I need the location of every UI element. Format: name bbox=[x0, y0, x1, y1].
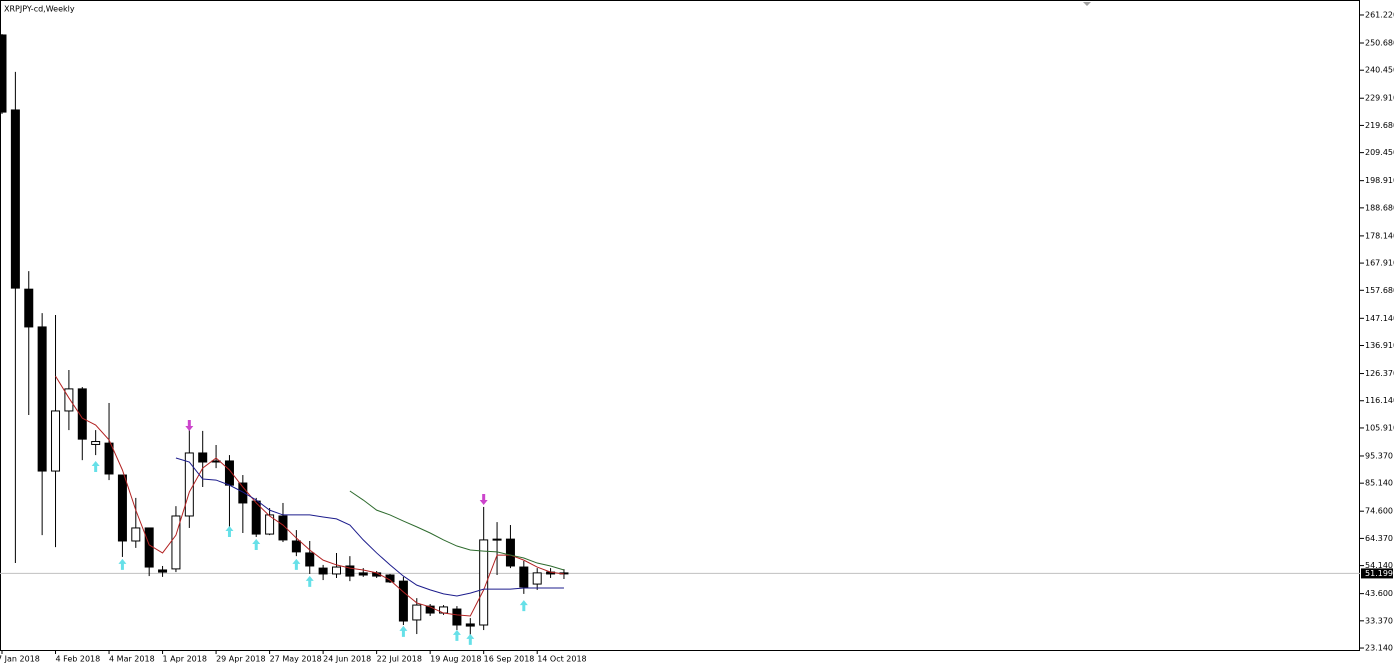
candle-body bbox=[412, 604, 422, 621]
candle-body bbox=[10, 109, 20, 289]
up-arrow bbox=[252, 538, 261, 550]
x-tick-label: 4 Mar 2018 bbox=[109, 655, 155, 664]
candle-body bbox=[532, 572, 542, 585]
y-tick-label: 157.680 bbox=[1365, 286, 1394, 295]
x-tick-label: 7 Jan 2018 bbox=[0, 655, 40, 664]
candle-body bbox=[492, 538, 502, 541]
candle-body bbox=[332, 566, 341, 575]
candle-body bbox=[198, 452, 208, 463]
candle-body bbox=[144, 527, 154, 568]
candle-body bbox=[479, 539, 489, 626]
candle-body bbox=[131, 527, 141, 542]
candle-body bbox=[291, 540, 301, 553]
y-tick-label: 85.140 bbox=[1365, 479, 1393, 488]
y-tick-label: 229.910 bbox=[1365, 94, 1394, 103]
up-arrow bbox=[305, 575, 314, 587]
down-arrow bbox=[185, 420, 194, 432]
x-tick-label: 14 Oct 2018 bbox=[537, 655, 586, 664]
y-tick-label: 209.450 bbox=[1365, 148, 1394, 157]
candle-body bbox=[117, 474, 127, 542]
shift-marker bbox=[1083, 2, 1091, 6]
y-tick-label: 105.910 bbox=[1365, 423, 1394, 432]
x-tick-label: 19 Aug 2018 bbox=[430, 655, 481, 664]
up-arrow bbox=[118, 558, 127, 570]
candle-body bbox=[64, 388, 74, 412]
up-arrow bbox=[292, 558, 301, 570]
y-tick-label: 43.600 bbox=[1365, 589, 1393, 598]
candle-body bbox=[452, 608, 462, 626]
candle-body bbox=[158, 569, 168, 573]
y-tick-label: 116.140 bbox=[1365, 396, 1394, 405]
moving-average-line bbox=[55, 375, 565, 617]
candle-body bbox=[345, 565, 355, 577]
candle-body bbox=[465, 623, 475, 627]
up-arrow bbox=[399, 625, 408, 637]
candle-body bbox=[505, 538, 515, 567]
candle-body bbox=[77, 388, 87, 440]
moving-average-line bbox=[175, 457, 564, 597]
candle-body bbox=[265, 514, 275, 535]
y-tick-label: 261.220 bbox=[1365, 10, 1394, 19]
candle-body bbox=[251, 500, 261, 535]
up-arrow bbox=[452, 629, 461, 641]
y-tick-label: 147.140 bbox=[1365, 314, 1394, 323]
candle-body bbox=[305, 552, 315, 567]
y-tick-label: 74.600 bbox=[1365, 507, 1393, 516]
x-tick-label: 27 May 2018 bbox=[270, 655, 322, 664]
up-arrow bbox=[225, 525, 234, 537]
candle-body bbox=[37, 326, 47, 472]
y-tick-label: 95.370 bbox=[1365, 451, 1393, 460]
y-tick-label: 136.910 bbox=[1365, 341, 1394, 350]
candle-body bbox=[24, 288, 34, 328]
candle-body bbox=[278, 515, 288, 541]
x-tick-label: 1 Apr 2018 bbox=[163, 655, 207, 664]
y-tick-label: 54.140 bbox=[1365, 561, 1393, 570]
y-tick-label: 23.140 bbox=[1365, 644, 1393, 653]
plot-frame bbox=[0, 0, 1360, 651]
candle-body bbox=[519, 566, 529, 588]
candle-body bbox=[51, 410, 61, 472]
current-price-label: 51.199 bbox=[1365, 569, 1393, 578]
up-arrow bbox=[91, 461, 100, 473]
y-tick-label: 167.910 bbox=[1365, 259, 1394, 268]
candle-body bbox=[171, 515, 181, 570]
y-tick-label: 219.680 bbox=[1365, 121, 1394, 130]
moving-average-line bbox=[349, 490, 565, 571]
x-tick-label: 24 Jun 2018 bbox=[323, 655, 371, 664]
candle-body bbox=[358, 572, 368, 576]
up-arrow bbox=[519, 600, 528, 612]
candle-body bbox=[0, 34, 7, 113]
candle-body bbox=[425, 605, 435, 614]
y-tick-label: 240.450 bbox=[1365, 66, 1394, 75]
up-arrow bbox=[466, 633, 475, 645]
y-tick-label: 33.370 bbox=[1365, 616, 1393, 625]
candle-body bbox=[318, 567, 328, 575]
x-tick-label: 29 Apr 2018 bbox=[216, 655, 265, 664]
x-tick-label: 16 Sep 2018 bbox=[484, 655, 535, 664]
candle-body bbox=[238, 482, 248, 504]
current-price-box bbox=[1361, 568, 1393, 579]
x-tick-label: 4 Feb 2018 bbox=[56, 655, 101, 664]
y-tick-label: 178.140 bbox=[1365, 231, 1394, 240]
down-arrow bbox=[479, 493, 488, 505]
y-tick-label: 126.370 bbox=[1365, 369, 1394, 378]
y-tick-label: 64.370 bbox=[1365, 534, 1393, 543]
candle-body bbox=[104, 442, 114, 475]
candle-body bbox=[398, 580, 408, 622]
chart-title: XRPJPY-cd,Weekly bbox=[4, 5, 75, 14]
y-tick-label: 250.680 bbox=[1365, 39, 1394, 48]
y-tick-label: 188.680 bbox=[1365, 203, 1394, 212]
x-tick-label: 22 Jul 2018 bbox=[377, 655, 422, 664]
y-tick-label: 198.910 bbox=[1365, 176, 1394, 185]
candle-body bbox=[91, 441, 101, 445]
